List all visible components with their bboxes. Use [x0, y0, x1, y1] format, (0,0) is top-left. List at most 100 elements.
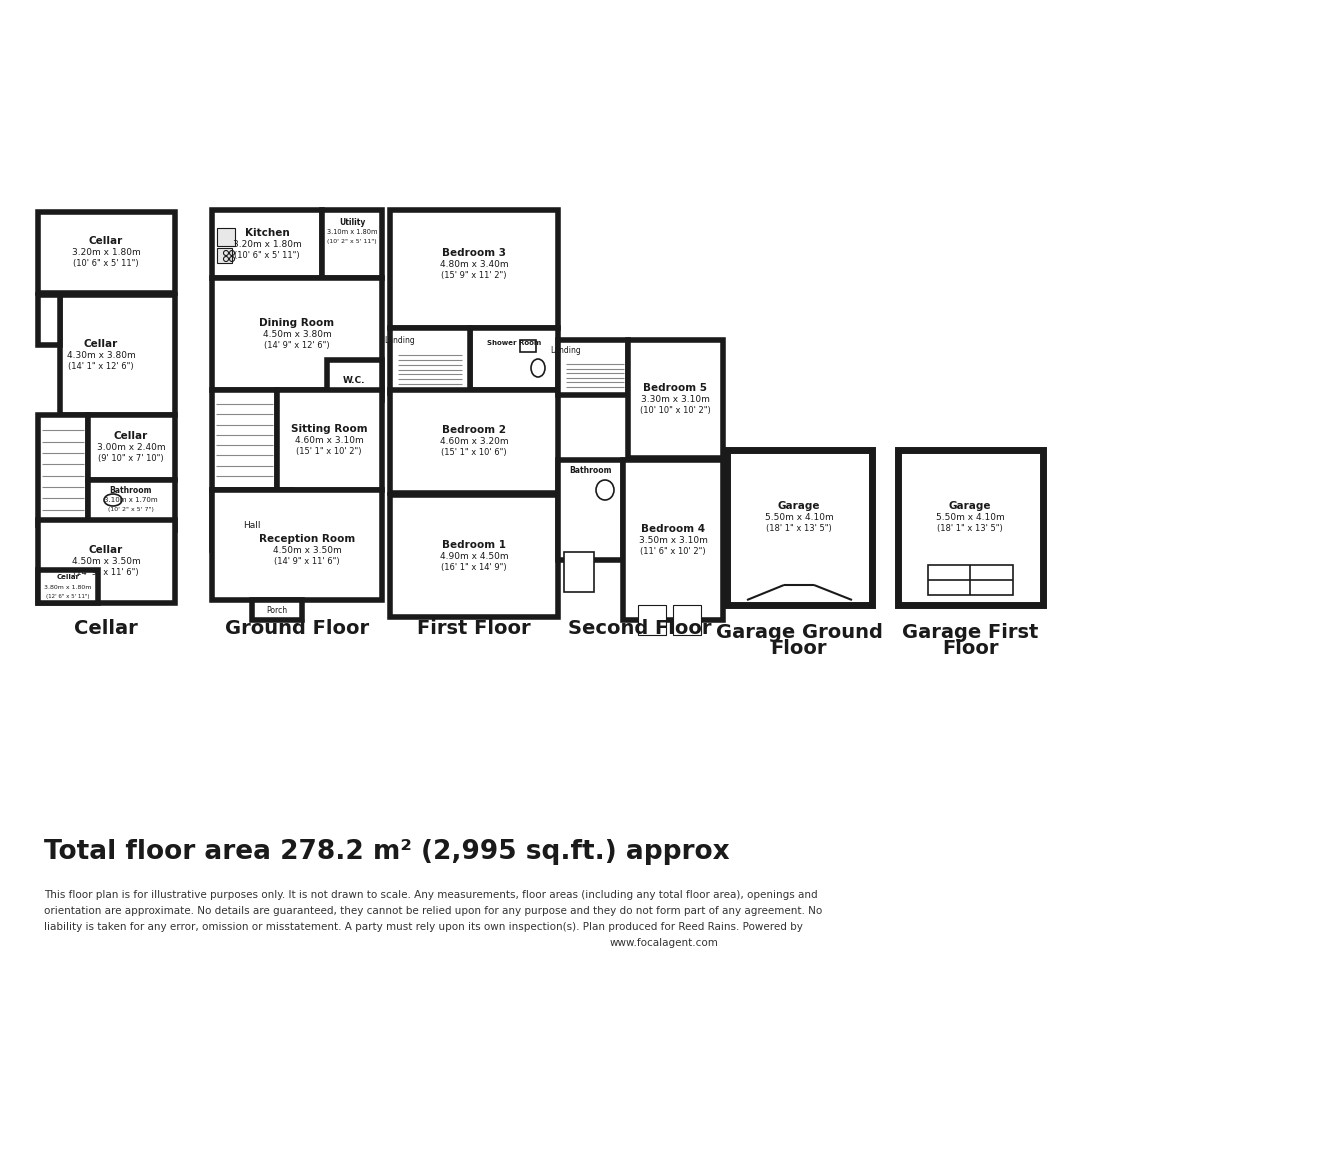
Text: 4.50m x 3.80m: 4.50m x 3.80m	[263, 329, 332, 338]
Bar	[278, 390, 382, 490]
Bar	[726, 450, 872, 605]
Bar	[39, 520, 175, 603]
Text: Landing: Landing	[551, 345, 582, 355]
Bar	[39, 416, 88, 525]
Bar	[521, 340, 537, 352]
Text: Second Floor: Second Floor	[568, 618, 712, 638]
Text: Garage: Garage	[948, 501, 991, 511]
Text: Cellar: Cellar	[114, 430, 149, 441]
Bar	[327, 360, 382, 401]
Text: 4.60m x 3.10m: 4.60m x 3.10m	[295, 435, 364, 444]
Ellipse shape	[531, 359, 544, 378]
Text: 4.80m x 3.40m: 4.80m x 3.40m	[440, 259, 509, 268]
Text: 5.50m x 4.10m: 5.50m x 4.10m	[765, 512, 834, 521]
Text: (18' 1" x 13' 5"): (18' 1" x 13' 5")	[766, 524, 831, 533]
Text: 4.50m x 3.50m: 4.50m x 3.50m	[272, 546, 341, 555]
Text: (14' 1" x 12' 6"): (14' 1" x 12' 6")	[68, 361, 134, 371]
Text: (10' 2" x 5' 11"): (10' 2" x 5' 11")	[327, 238, 377, 244]
Text: Bedroom 1: Bedroom 1	[442, 540, 506, 550]
Text: Garage: Garage	[778, 501, 821, 511]
Text: Reception Room: Reception Room	[259, 534, 355, 544]
Bar	[637, 605, 667, 635]
Text: Ground Floor: Ground Floor	[224, 618, 369, 638]
Text: This floor plan is for illustrative purposes only. It is not drawn to scale. Any: This floor plan is for illustrative purp…	[44, 890, 818, 900]
Text: (15' 1" x 10' 2"): (15' 1" x 10' 2")	[296, 447, 361, 456]
Bar	[212, 390, 278, 490]
Bar	[88, 480, 175, 529]
Text: (10' 2" x 5' 7"): (10' 2" x 5' 7")	[108, 506, 154, 511]
Bar	[673, 605, 701, 635]
Text: 4.90m x 4.50m: 4.90m x 4.50m	[440, 551, 509, 561]
Bar	[212, 209, 321, 279]
Text: 5.50m x 4.10m: 5.50m x 4.10m	[936, 512, 1004, 521]
Text: Cellar: Cellar	[89, 546, 124, 555]
Text: Cellar: Cellar	[89, 236, 124, 246]
Bar	[390, 390, 558, 493]
Text: (10' 6" x 5' 11"): (10' 6" x 5' 11")	[234, 251, 300, 259]
Text: Cellar: Cellar	[57, 574, 80, 580]
Bar	[212, 490, 292, 550]
Text: Bedroom 4: Bedroom 4	[641, 524, 705, 534]
Bar	[216, 247, 232, 262]
Text: Bedroom 2: Bedroom 2	[442, 425, 506, 435]
Text: (15' 1" x 10' 6"): (15' 1" x 10' 6")	[441, 448, 507, 457]
Text: (18' 1" x 13' 5"): (18' 1" x 13' 5")	[938, 524, 1003, 533]
Text: Shower Room: Shower Room	[487, 340, 540, 346]
Text: Garage Ground: Garage Ground	[716, 623, 882, 641]
Text: (10' 10" x 10' 2"): (10' 10" x 10' 2")	[640, 405, 710, 414]
Text: Bathroom: Bathroom	[568, 465, 611, 474]
Text: 3.10m x 1.70m: 3.10m x 1.70m	[104, 497, 158, 503]
Text: Porch: Porch	[267, 605, 288, 615]
Text: Cellar: Cellar	[84, 340, 118, 349]
Ellipse shape	[596, 480, 614, 500]
Text: Bedroom 5: Bedroom 5	[643, 383, 706, 392]
Bar	[321, 209, 382, 279]
Text: (14' 9" x 11' 6"): (14' 9" x 11' 6")	[274, 556, 340, 565]
Text: (9' 10" x 7' 10"): (9' 10" x 7' 10")	[98, 453, 163, 463]
Text: Utility: Utility	[339, 218, 365, 227]
Bar	[390, 495, 558, 617]
Bar	[898, 450, 1042, 605]
Bar	[88, 416, 175, 480]
Text: Kitchen: Kitchen	[244, 228, 290, 238]
Bar	[558, 340, 628, 395]
Bar	[39, 570, 98, 603]
Text: 3.50m x 3.10m: 3.50m x 3.10m	[639, 535, 708, 544]
Bar	[558, 460, 623, 561]
Text: Hall: Hall	[243, 520, 260, 529]
Bar	[60, 295, 175, 416]
Bar	[564, 552, 594, 592]
Text: First Floor: First Floor	[417, 618, 531, 638]
Text: (10' 6" x 5' 11"): (10' 6" x 5' 11")	[73, 259, 139, 267]
Text: www.focalagent.com: www.focalagent.com	[610, 938, 718, 948]
Bar	[928, 565, 1013, 595]
Bar	[39, 212, 175, 294]
Text: 3.20m x 1.80m: 3.20m x 1.80m	[72, 247, 141, 257]
Text: 3.30m x 3.10m: 3.30m x 3.10m	[640, 395, 709, 404]
Text: Landing: Landing	[385, 335, 416, 344]
Text: 4.60m x 3.20m: 4.60m x 3.20m	[440, 436, 509, 445]
Bar	[623, 460, 722, 620]
Text: Sitting Room: Sitting Room	[291, 424, 368, 434]
Text: Bathroom: Bathroom	[110, 486, 153, 495]
Text: (14' 9" x 12' 6"): (14' 9" x 12' 6")	[264, 341, 329, 350]
Bar	[216, 228, 235, 246]
Bar	[390, 328, 470, 392]
Bar	[143, 526, 171, 554]
Bar	[390, 209, 558, 328]
Text: 3.10m x 1.80m: 3.10m x 1.80m	[327, 229, 377, 235]
Text: Dining Room: Dining Room	[259, 318, 335, 328]
Text: Bedroom 3: Bedroom 3	[442, 247, 506, 258]
Bar	[212, 279, 382, 390]
Text: Garage First: Garage First	[902, 623, 1038, 641]
Text: Floor: Floor	[942, 639, 999, 657]
Text: Floor: Floor	[770, 639, 827, 657]
Text: W.C.: W.C.	[343, 375, 365, 384]
Text: 3.80m x 1.80m: 3.80m x 1.80m	[44, 585, 92, 589]
Text: (15' 9" x 11' 2"): (15' 9" x 11' 2")	[441, 270, 507, 280]
Text: 3.20m x 1.80m: 3.20m x 1.80m	[232, 239, 301, 249]
Text: (16' 1" x 14' 9"): (16' 1" x 14' 9")	[441, 563, 507, 572]
Text: (12' 6" x 5' 11"): (12' 6" x 5' 11")	[46, 594, 90, 599]
Text: Total floor area 278.2 m² (2,995 sq.ft.) approx: Total floor area 278.2 m² (2,995 sq.ft.)…	[44, 839, 729, 866]
Text: Cellar: Cellar	[74, 618, 138, 638]
